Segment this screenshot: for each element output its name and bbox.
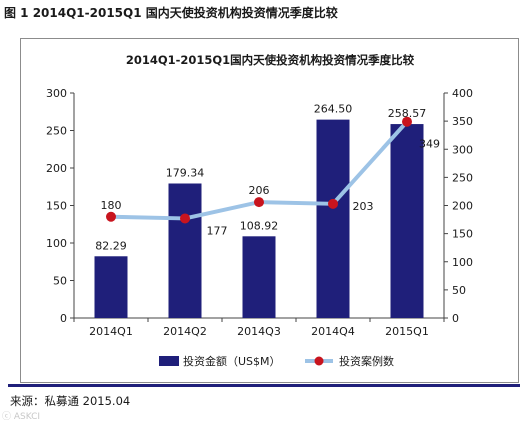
left-tick-label: 250 [46,125,67,138]
bar [168,183,202,318]
bar-data-label: 179.34 [166,166,205,179]
figure-title: 图 1 2014Q1-2015Q1 国内天使投资机构投资情况季度比较 [4,6,338,20]
line-data-label: 203 [353,200,374,213]
left-tick-label: 0 [60,312,67,325]
right-tick-label: 250 [452,171,473,184]
right-tick-label: 100 [452,256,473,269]
left-tick-label: 300 [46,87,67,100]
line-point [106,211,116,222]
legend-bar-label: 投资金额（US$M） [183,354,281,368]
bar-data-label: 258.57 [388,107,427,120]
line-data-label: 177 [207,224,228,237]
right-tick-label: 200 [452,200,473,213]
right-tick-label: 50 [452,284,466,297]
chart-svg: 2014Q1-2015Q1国内天使投资机构投资情况季度比较 0 50 100 150 2… [46,53,473,368]
left-tick-label: 200 [46,162,67,175]
chart-title: 2014Q1-2015Q1国内天使投资机构投资情况季度比较 [126,53,415,67]
bar-data-label: 264.50 [314,103,353,116]
line-data-label: 349 [419,138,440,151]
chart-legend: 投资金额（US$M） 投资案例数 [159,354,394,368]
watermark: ⓒ ASKCI [2,412,41,422]
bar-data-label: 82.29 [95,239,127,252]
source-note: 来源：私募通 2015.04 [10,394,131,408]
line-point [402,116,412,127]
line-series: 180 177 206 203 349 [101,116,440,237]
right-tick-label: 150 [452,228,473,241]
left-tick-label: 150 [46,200,67,213]
bar-data-label: 108.92 [240,219,279,232]
line-point [180,213,190,224]
line-data-label: 206 [249,184,270,197]
right-tick-label: 400 [452,87,473,100]
right-tick-label: 300 [452,143,473,156]
x-tick-label: 2014Q3 [237,325,281,338]
left-tick-label: 50 [53,275,67,288]
line-point [254,197,264,208]
line-data-label: 180 [101,199,122,212]
bar [242,236,276,318]
left-tick-label: 100 [46,237,67,250]
legend-line-marker [314,356,324,366]
x-tick-label: 2014Q1 [89,325,133,338]
bar [390,124,424,318]
line-point [328,198,338,209]
x-tick-label: 2014Q2 [163,325,207,338]
x-tick-label: 2014Q4 [311,325,355,338]
bar [94,256,128,318]
chart-axes: 0 50 100 150 200 250 300 0 50 100 150 200 250 300 350 4… [46,87,473,338]
bar [316,119,350,318]
chart-container: 2014Q1-2015Q1国内天使投资机构投资情况季度比较 0 50 100 150 2… [20,38,519,383]
x-tick-label: 2015Q1 [385,325,429,338]
legend-bar-swatch [159,356,179,366]
legend-line-label: 投资案例数 [339,354,394,368]
bar-series: 82.29 179.34 108.92 264.50 258.57 [94,103,427,318]
right-tick-label: 350 [452,115,473,128]
source-divider [8,384,520,387]
right-tick-label: 0 [452,312,459,325]
